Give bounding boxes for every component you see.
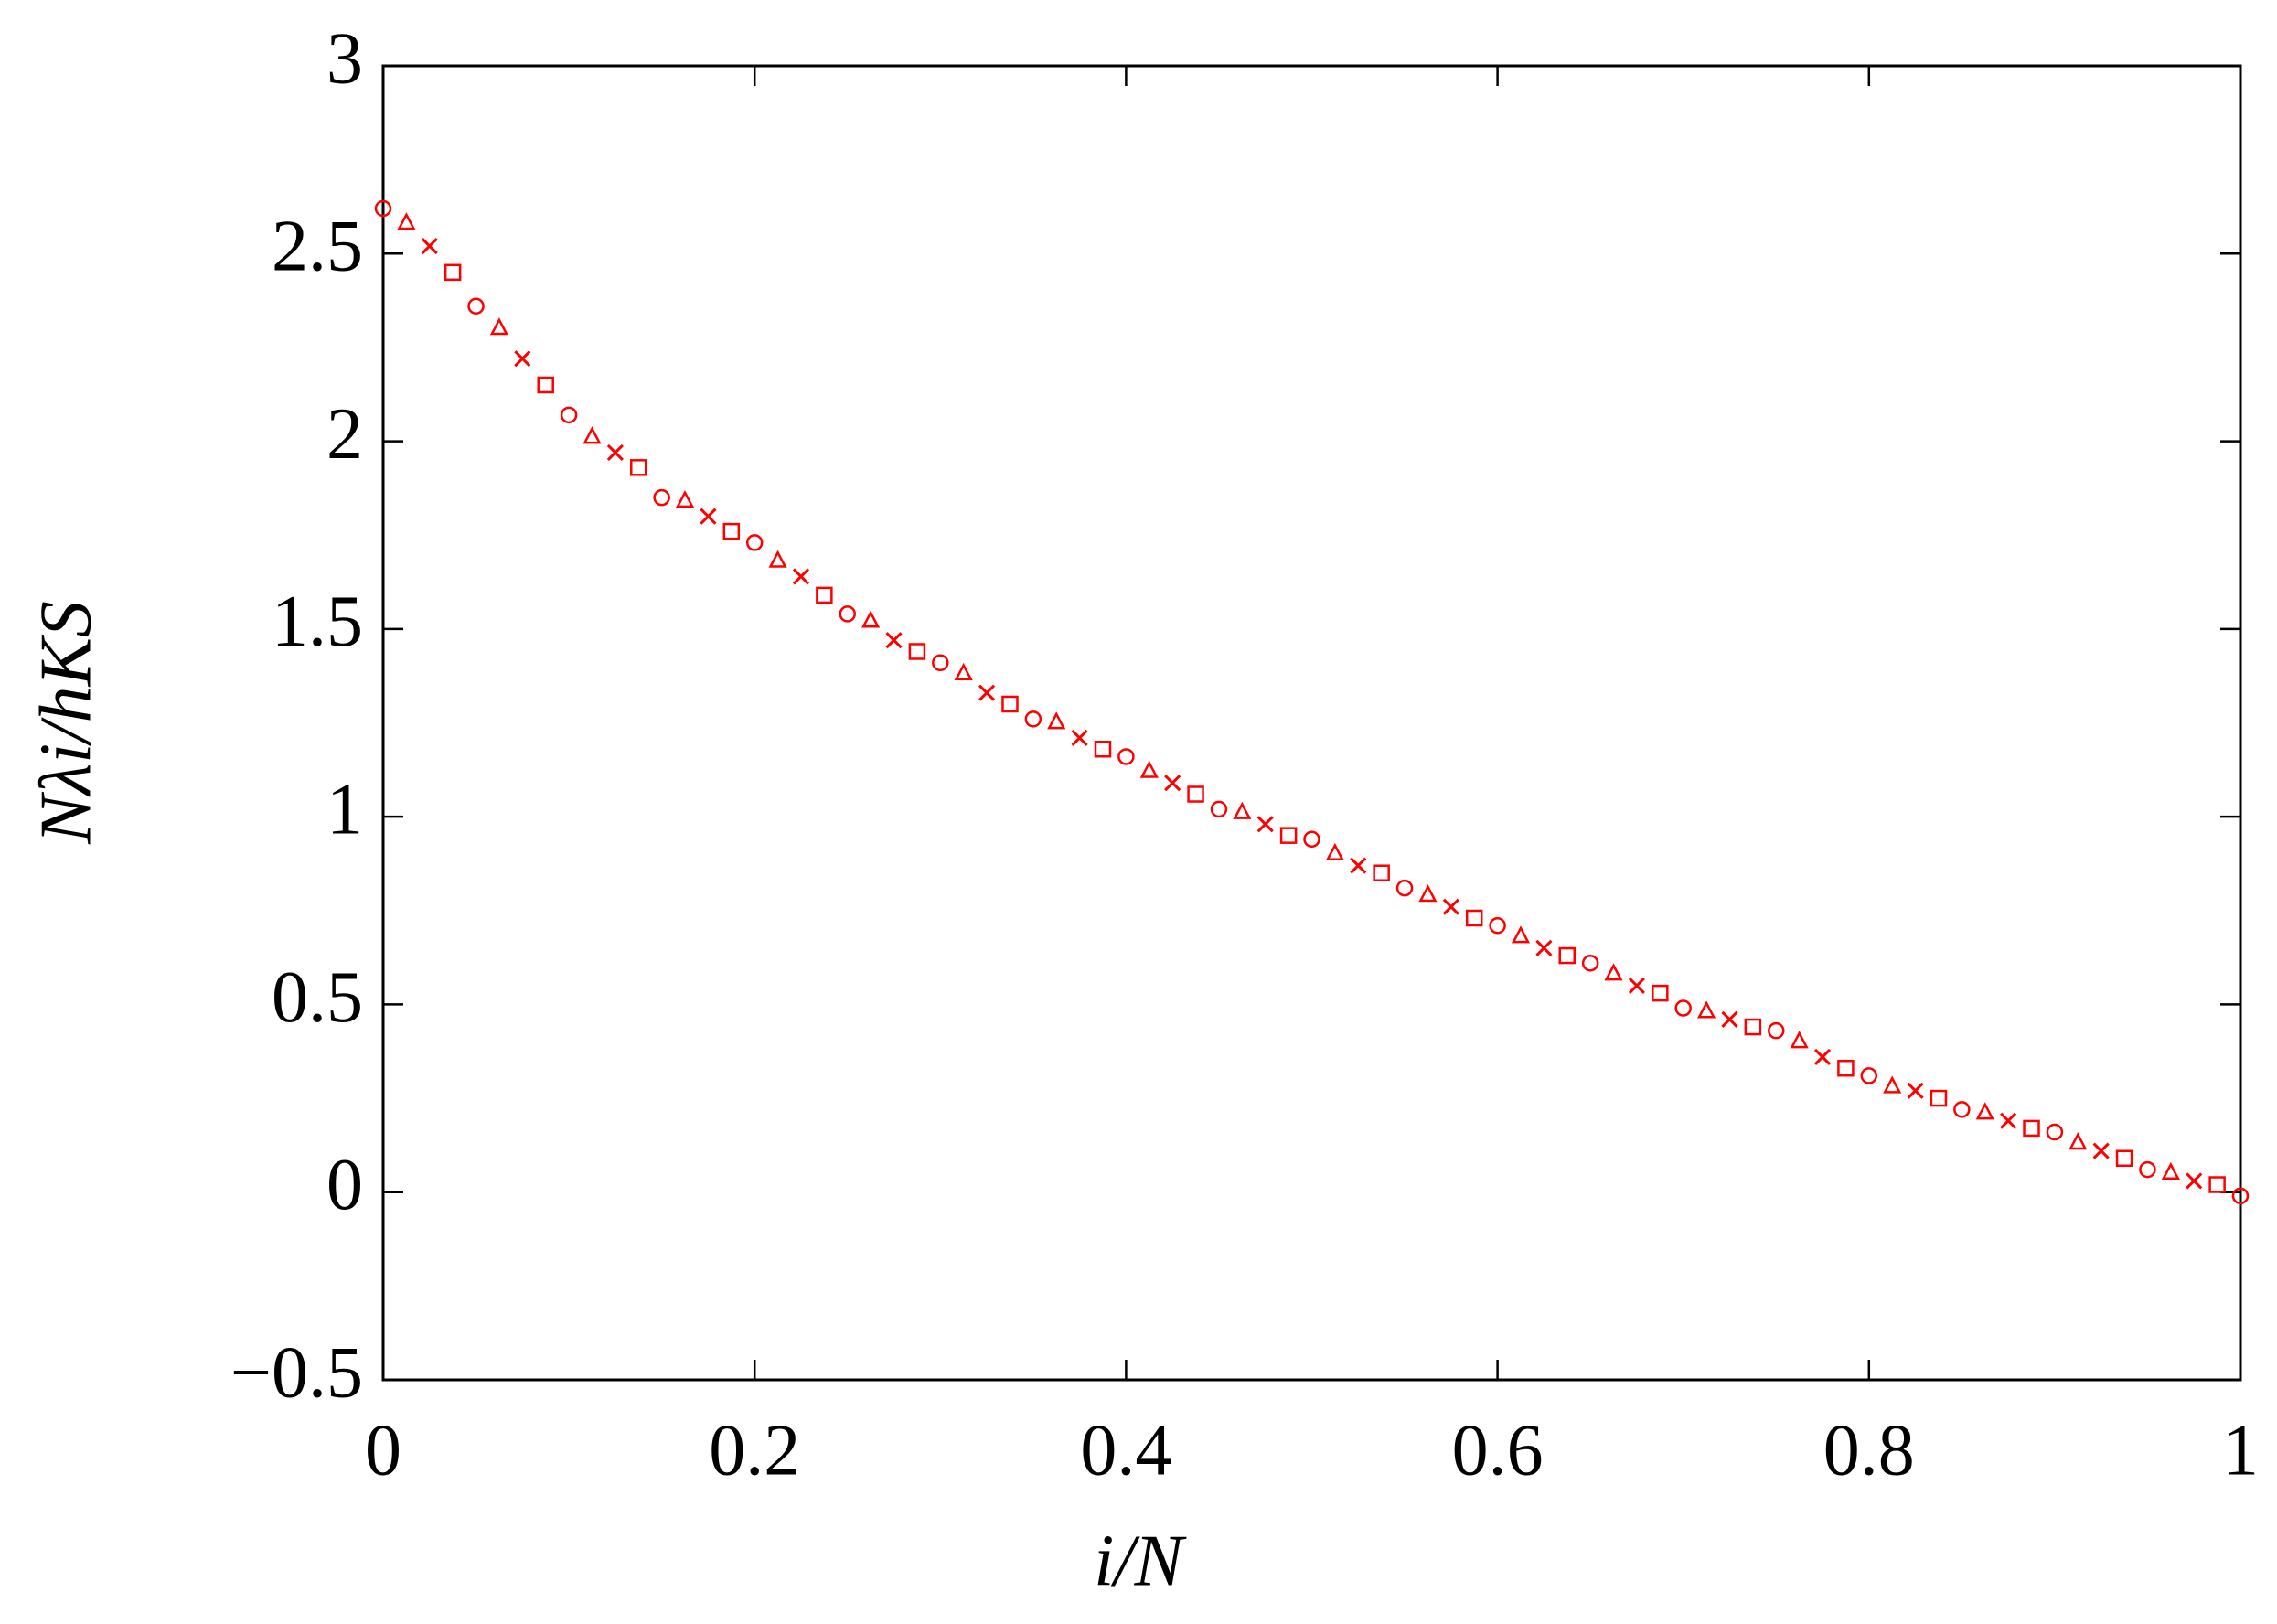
point — [1489, 916, 1506, 935]
point — [675, 489, 695, 508]
point — [1187, 785, 1204, 803]
point — [1930, 1089, 1948, 1107]
point — [537, 376, 554, 394]
y-tick-label: 2 — [326, 394, 363, 475]
point — [1813, 1048, 1832, 1065]
point — [1303, 830, 1320, 849]
point — [1395, 879, 1414, 897]
point — [374, 199, 392, 218]
point — [2139, 1160, 2156, 1179]
point — [560, 406, 578, 424]
point — [1047, 711, 1066, 730]
point — [1350, 857, 1367, 874]
point — [1721, 1010, 1738, 1028]
point — [2046, 1123, 2064, 1141]
point — [1652, 984, 1669, 1002]
x-axis-label: i/N — [1094, 1521, 1187, 1601]
point — [514, 350, 531, 368]
y-tick-label: 1 — [326, 770, 363, 850]
point — [816, 586, 833, 604]
point — [2208, 1176, 2226, 1193]
point — [1837, 1059, 1855, 1077]
x-tick-label: 1 — [2222, 1410, 2259, 1490]
point — [700, 508, 717, 525]
y-tick-label: 0 — [326, 1145, 363, 1225]
point — [1256, 816, 1274, 833]
point — [1139, 760, 1159, 778]
point — [2023, 1119, 2040, 1138]
point — [1117, 748, 1135, 765]
x-tick-label: 0.6 — [1452, 1410, 1544, 1490]
point — [792, 568, 810, 585]
point — [722, 522, 741, 540]
y-tick-label: 2.5 — [272, 207, 363, 287]
point — [630, 459, 647, 476]
point — [885, 632, 903, 649]
point — [1558, 946, 1577, 965]
y-tick-label: 1.5 — [272, 582, 363, 662]
point — [1674, 999, 1692, 1017]
point — [1697, 1000, 1716, 1019]
point — [421, 238, 438, 255]
point — [1024, 710, 1042, 728]
point — [653, 488, 670, 507]
point — [1628, 977, 1645, 994]
point — [2231, 1187, 2250, 1205]
y-tick-label: 3 — [326, 18, 363, 99]
point — [1001, 695, 1019, 713]
point — [768, 550, 787, 568]
x-tick-label: 0.8 — [1823, 1410, 1915, 1490]
point — [1604, 963, 1623, 981]
point — [1790, 1031, 1809, 1049]
point — [1164, 775, 1181, 792]
plot-frame — [381, 64, 2242, 1382]
point — [1233, 801, 1252, 819]
point — [745, 534, 764, 551]
point — [1975, 1102, 1994, 1120]
x-tick-label: 0.4 — [1080, 1410, 1171, 1490]
point — [932, 654, 949, 672]
point — [1465, 909, 1483, 927]
point — [908, 643, 926, 660]
point — [397, 212, 416, 230]
point — [1094, 740, 1112, 758]
point — [1325, 842, 1344, 861]
point — [1535, 939, 1553, 956]
point — [1071, 729, 1088, 746]
point — [467, 297, 485, 315]
point — [444, 263, 462, 282]
y-tick-label: −0.5 — [230, 1332, 363, 1413]
point — [2092, 1142, 2110, 1159]
y-axis-label: Nλi/hKS — [26, 601, 106, 845]
point — [1581, 955, 1599, 972]
point — [1279, 827, 1298, 844]
point — [1768, 1021, 1785, 1040]
point — [2161, 1161, 2180, 1181]
point — [839, 605, 856, 623]
point — [861, 610, 881, 628]
point — [1210, 800, 1228, 818]
point — [954, 662, 973, 680]
point — [1953, 1101, 1971, 1118]
point — [2069, 1132, 2088, 1150]
point — [1744, 1018, 1762, 1036]
point — [1442, 898, 1459, 915]
point — [2000, 1112, 2017, 1129]
point — [1860, 1067, 1878, 1084]
x-tick-label: 0 — [365, 1410, 401, 1490]
point — [978, 684, 996, 701]
point — [606, 443, 624, 461]
point — [583, 426, 602, 444]
point — [1373, 864, 1390, 881]
x-tick-label: 0.2 — [709, 1410, 800, 1490]
point — [1418, 884, 1438, 903]
point — [1511, 925, 1531, 944]
point — [2186, 1172, 2203, 1190]
point — [2115, 1149, 2133, 1168]
point — [1907, 1082, 1924, 1099]
y-tick-label: 0.5 — [272, 957, 363, 1038]
point — [1883, 1075, 1902, 1094]
point — [489, 317, 509, 336]
